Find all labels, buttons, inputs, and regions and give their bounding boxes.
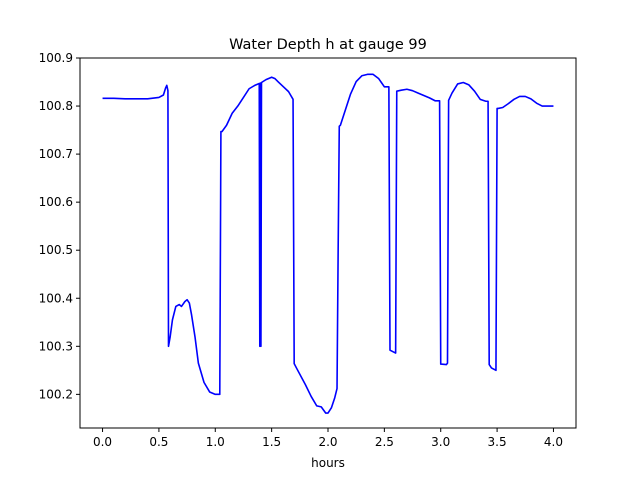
x-tick-label: 2.0 [318,435,337,449]
y-tick-label: 100.3 [39,339,73,353]
x-tick-label: 1.5 [262,435,281,449]
x-tick-label: 0.5 [149,435,168,449]
x-tick-label: 2.5 [375,435,394,449]
x-tick-label: 1.0 [206,435,225,449]
x-tick-label: 3.0 [431,435,450,449]
x-tick-label: 4.0 [544,435,563,449]
plot-area [80,58,576,428]
y-tick-label: 100.5 [39,243,73,257]
y-tick-label: 100.2 [39,387,73,401]
plot-frame [79,57,577,429]
y-tick-label: 100.4 [39,291,73,305]
x-tick-label: 3.5 [488,435,507,449]
y-tick-label: 100.6 [39,195,73,209]
x-axis-ticks: 0.0 0.5 1.0 1.5 2.0 2.5 3.0 3.5 4.0 [93,428,563,449]
y-tick-label: 100.9 [39,51,73,65]
chart-title: Water Depth h at gauge 99 [229,37,427,53]
y-axis-ticks: 100.2 100.3 100.4 100.5 100.6 100.7 100.8 100.9 [39,51,80,401]
y-tick-label: 100.7 [39,147,73,161]
y-tick-label: 100.8 [39,99,73,113]
x-tick-label: 0.0 [93,435,112,449]
x-axis-label: hours [311,456,345,470]
series-line [102,73,554,414]
